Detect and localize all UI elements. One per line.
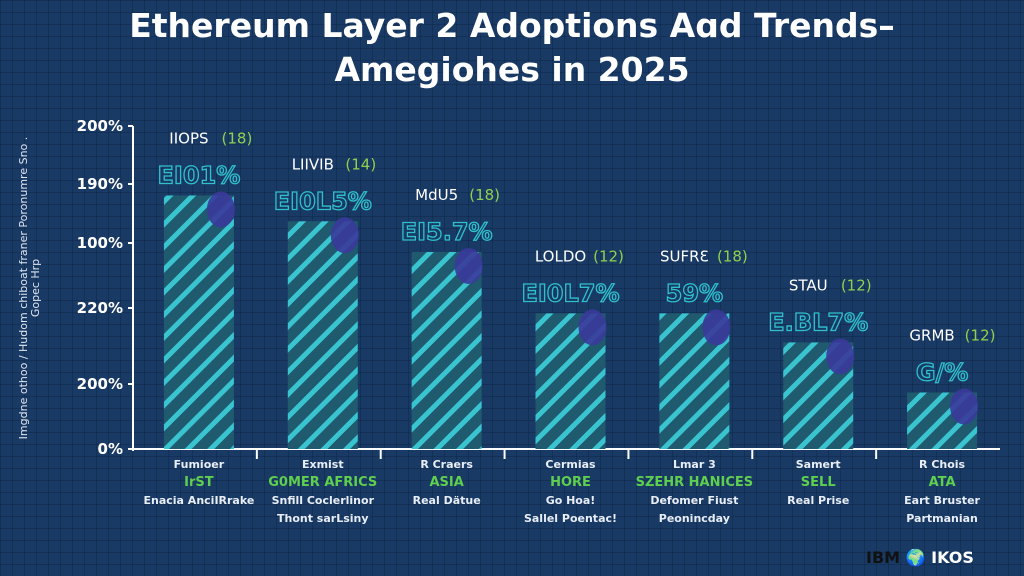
bar-value-label: EI01% (158, 161, 241, 189)
category-label: R Chois (919, 458, 966, 471)
bar-count: (18) (717, 247, 748, 265)
y-tick-label: 190% (77, 175, 123, 193)
bar-name: MdU5 (415, 186, 458, 204)
category-region: HORE (550, 475, 591, 490)
y-tick-label: 200% (77, 117, 123, 135)
category-label: Samert (796, 458, 841, 471)
title-line-2: Amegiohes in 2025 (334, 50, 690, 89)
y-tick-label: 220% (77, 299, 123, 317)
bar-value-label: EI0L5% (274, 187, 372, 215)
category-label: R Craers (420, 458, 473, 471)
bar-value-label: 59% (666, 279, 723, 307)
y-axis-label: Imgdne othoo / Hudom chiboat franer Poro… (17, 136, 42, 440)
category-region: ATA (929, 475, 956, 490)
category-label: Cermias (545, 458, 596, 471)
bar-value-label: EI5.7% (401, 218, 493, 246)
category-region: IrST (184, 475, 214, 490)
category-label: Snfill Coclerlinor (272, 494, 375, 507)
category-label: Partmanian (906, 512, 978, 525)
bar-blob (950, 388, 979, 425)
bar-blob (454, 247, 483, 284)
category-label: Real Dätue (413, 494, 481, 507)
category-label: Thont sarLsiny (277, 512, 369, 525)
logo: IBM 🌍 IKOS (866, 548, 974, 567)
bar-count: (18) (222, 129, 253, 147)
bar (287, 221, 358, 449)
bar-count: (12) (593, 247, 624, 265)
bar-blob (702, 309, 731, 346)
category-label: Go Hoa! (546, 494, 596, 507)
category-label: Enacia AnciIRrake (144, 494, 255, 507)
bar-name: LOLDO (535, 247, 586, 265)
bar-blob (578, 309, 607, 346)
category-label: Lmar 3 (673, 458, 716, 471)
category-label: Defomer Fiust (650, 494, 738, 507)
category-label: Real Prise (787, 494, 849, 507)
y-tick-label: 0% (98, 440, 123, 458)
bar-blob (826, 338, 855, 375)
bar-name: IIOPS (169, 129, 208, 147)
category-label: Exmist (302, 458, 344, 471)
chart-title: Ethereum Layer 2 Adoptions Aɑd Trends– A… (0, 4, 1024, 92)
category-label: Peonincday (659, 512, 730, 525)
category-label: Eart Bruster (904, 494, 980, 507)
bar-count: (14) (345, 155, 376, 173)
bar-value-label: E.BL7% (768, 308, 868, 336)
bar-name: SUFRƐ (660, 247, 709, 265)
category-region: ASIA (429, 475, 463, 490)
bar (411, 251, 482, 449)
bar-name: LIIVIB (292, 155, 334, 173)
category-region: G0MER AFRICS (268, 475, 377, 490)
category-region: SELL (801, 475, 836, 490)
category-label: Fumioer (174, 458, 225, 471)
bar-name: STAU (789, 276, 828, 294)
bar (163, 195, 234, 449)
y-tick-label: 100% (77, 234, 123, 252)
bar-value-label: EI0L7% (521, 279, 619, 307)
bar-blob (206, 191, 235, 228)
category-label: Sallel Poentac! (524, 512, 617, 525)
category-region: SZEHR HANICES (636, 475, 754, 490)
title-line-1: Ethereum Layer 2 Adoptions Aɑd Trends– (129, 6, 895, 45)
bar-value-label: G/% (916, 358, 969, 386)
bar-count: (18) (469, 186, 500, 204)
bar-count: (12) (965, 326, 996, 344)
bar-name: GRMB (909, 326, 954, 344)
y-tick-label: 200% (77, 375, 123, 393)
bar-blob (330, 217, 359, 254)
bar-count: (12) (841, 276, 872, 294)
